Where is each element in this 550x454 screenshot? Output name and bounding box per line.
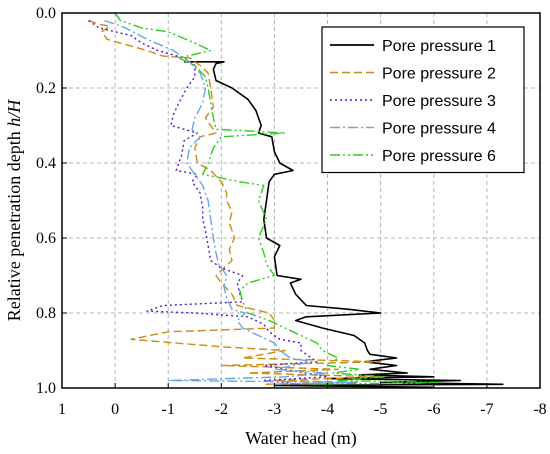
- x-tick-label: -6: [427, 401, 440, 418]
- plot-frame: [61, 12, 541, 389]
- x-tick-label: -4: [321, 401, 334, 418]
- x-tick-label: -1: [162, 401, 175, 418]
- series-lines: [88, 12, 504, 389]
- series-line: [88, 19, 382, 385]
- y-tick-label: 0.2: [36, 80, 56, 97]
- series-line: [88, 19, 329, 385]
- x-tick-label: -2: [215, 401, 228, 418]
- legend-label: Pore pressure 4: [382, 121, 496, 138]
- y-tick-label: 0.4: [36, 155, 56, 172]
- legend-label: Pore pressure 3: [382, 93, 496, 110]
- series-line: [184, 61, 504, 389]
- y-tick-label: 1.0: [36, 380, 56, 397]
- x-tick-label: -5: [374, 401, 387, 418]
- axis-ticks: 1 0 -1 -2 -3 -4 -5 -6 -7 -8 0.0 0.2 0.4 0.6 0.8 1.0: [36, 5, 547, 418]
- y-tick-label: 0.0: [36, 5, 56, 22]
- y-tick-label: 0.8: [36, 305, 56, 322]
- x-tick-label: -3: [268, 401, 281, 418]
- x-tick-label: 0: [111, 401, 119, 418]
- legend: Pore pressure 1 Pore pressure 2 Pore press…: [321, 26, 525, 174]
- legend-label: Pore pressure 2: [382, 66, 496, 83]
- x-tick-label: 1: [58, 401, 66, 418]
- x-tick-label: -7: [480, 401, 493, 418]
- series-line: [104, 19, 355, 385]
- x-tick-label: -8: [533, 401, 546, 418]
- y-axis-title: Relative penetration depth h/H: [4, 99, 24, 321]
- y-tick-label: 0.6: [36, 230, 56, 247]
- x-axis-title: Water head (m): [245, 428, 357, 449]
- grid-lines: [62, 13, 540, 388]
- legend-label: Pore pressure 1: [382, 38, 496, 55]
- legend-label: Pore pressure 6: [382, 148, 496, 165]
